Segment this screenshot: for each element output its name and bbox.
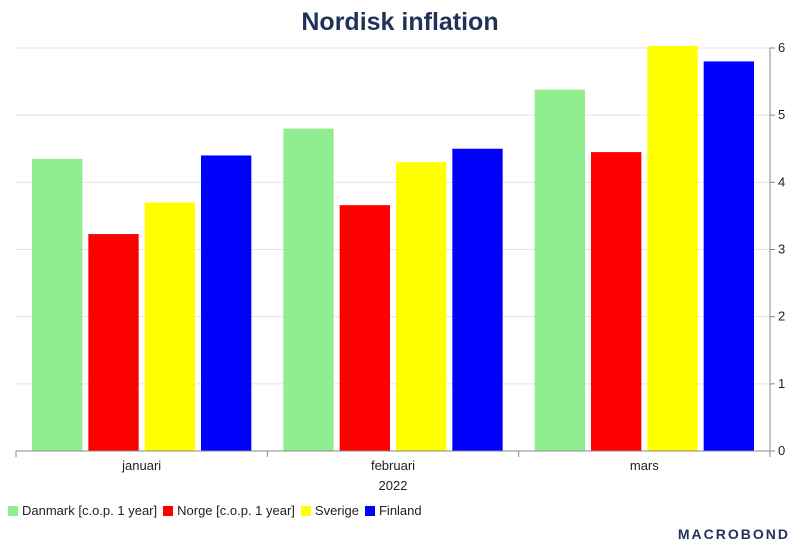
legend-swatch [163, 505, 174, 516]
bar-sverige-februari [396, 162, 447, 451]
bar-sverige-mars [647, 45, 698, 452]
y-tick-label: 5 [778, 107, 785, 122]
legend-item: Sverige [300, 503, 359, 518]
bars [32, 45, 754, 452]
legend-item: Norge [c.o.p. 1 year] [163, 503, 295, 518]
bar-finland-januari [201, 155, 252, 451]
bar-norge-januari [88, 234, 139, 451]
y-tick-label: 1 [778, 376, 785, 391]
axes [15, 47, 775, 457]
bar-danmark-februari [283, 128, 334, 451]
legend-swatch [300, 505, 311, 516]
x-period-label: 2022 [379, 478, 408, 493]
x-tick-label: januari [121, 458, 161, 473]
macrobond-logo: MACROBOND [677, 526, 790, 542]
bar-norge-mars [591, 152, 642, 451]
legend-item: Danmark [c.o.p. 1 year] [8, 503, 157, 518]
y-tick-label: 6 [778, 40, 785, 55]
legend-label: Danmark [c.o.p. 1 year] [22, 503, 158, 518]
legend-label: Sverige [314, 503, 359, 518]
y-tick-label: 3 [778, 242, 785, 257]
bar-norge-februari [339, 205, 390, 451]
legend-swatch [364, 505, 375, 516]
legend-item: Finland [364, 503, 422, 518]
y-tick-label: 0 [778, 443, 785, 458]
bar-finland-mars [703, 61, 754, 451]
y-tick-label: 2 [778, 309, 785, 324]
bar-finland-februari [452, 148, 503, 451]
chart-title: Nordisk inflation [301, 8, 499, 36]
legend-label: Norge [c.o.p. 1 year] [177, 503, 295, 518]
legend: Danmark [c.o.p. 1 year] Norge [c.o.p. 1 y… [8, 503, 428, 518]
legend-swatch [8, 505, 18, 516]
bar-sverige-januari [144, 202, 195, 451]
bar-danmark-januari [32, 158, 83, 451]
bar-danmark-mars [534, 89, 585, 451]
y-tick-label: 4 [778, 174, 785, 189]
tick-labels: 0 1 2 3 4 5 6 januari februari mars 2022 [121, 40, 785, 493]
x-tick-label: februari [371, 458, 415, 473]
legend-label: Finland [378, 503, 422, 518]
x-tick-label: mars [630, 458, 659, 473]
